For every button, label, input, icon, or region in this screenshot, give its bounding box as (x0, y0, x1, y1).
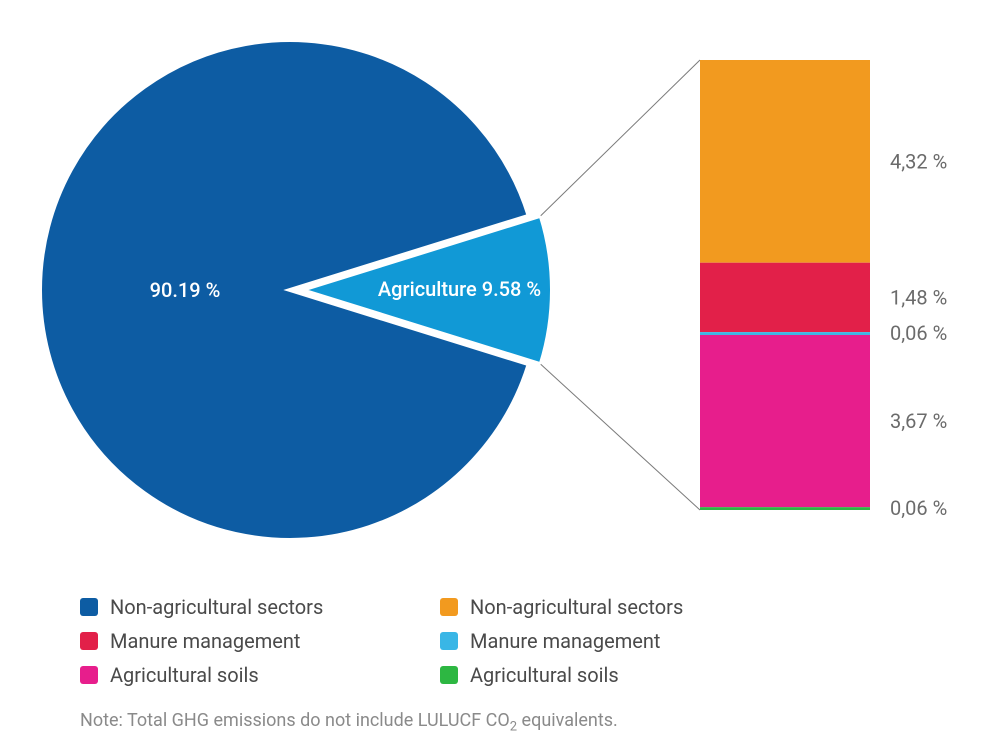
bar-segment-rice-cultivation (700, 332, 870, 335)
chart-container: 90.19 % Agriculture 9.58 % 4,32 % 1,48 % 0,0… (0, 0, 1000, 750)
bar-label-manure-management: 1,48 % (890, 285, 947, 309)
legend-swatch (80, 666, 98, 684)
footnote-suffix: equivalents. (517, 710, 618, 731)
pie-label-non-agricultural: 90.19 % (150, 278, 221, 302)
legend-text: Agricultural soils (110, 663, 259, 687)
pie-label-agriculture: Agriculture 9.58 % (378, 277, 541, 301)
legend-item: Non-agricultural sectors (80, 595, 440, 619)
footnote-prefix: Note: Total GHG emissions do not include… (80, 710, 510, 731)
legend-item: Agricultural soils (440, 663, 800, 687)
bar-label-field-burning: 0,06 % (890, 496, 947, 520)
bar-segment-enteric-fermentation (700, 60, 870, 263)
connector-top (541, 60, 700, 216)
legend-swatch (440, 632, 458, 650)
legend-item: Manure management (440, 629, 800, 653)
legend-text: Manure management (110, 629, 300, 653)
legend-item: Non-agricultural sectors (440, 595, 800, 619)
legend-text: Non-agricultural sectors (470, 595, 683, 619)
chart-svg: 90.19 % Agriculture 9.58 % 4,32 % 1,48 % 0,0… (0, 0, 1000, 580)
legend-column-1: Non-agricultural sectors Manure managemen… (440, 595, 800, 687)
bar-segment-field-burning (700, 507, 870, 510)
legend-text: Non-agricultural sectors (110, 595, 323, 619)
bar-label-agricultural-soils: 3,67 % (890, 409, 947, 433)
connector-bottom (541, 364, 700, 510)
legend-text: Manure management (470, 629, 660, 653)
legend-item: Agricultural soils (80, 663, 440, 687)
legend-swatch (80, 598, 98, 616)
legend-item: Manure management (80, 629, 440, 653)
bar-segment-agricultural-soils (700, 335, 870, 507)
legend-swatch (440, 666, 458, 684)
legend-text: Agricultural soils (470, 663, 619, 687)
bar-label-rice-cultivation: 0,06 % (890, 321, 947, 345)
footnote: Note: Total GHG emissions do not include… (80, 710, 618, 735)
legend: Non-agricultural sectors Manure managemen… (80, 595, 800, 687)
legend-column-0: Non-agricultural sectors Manure managemen… (80, 595, 440, 687)
footnote-sub: 2 (510, 720, 517, 735)
legend-swatch (80, 632, 98, 650)
bar-label-enteric-fermentation: 4,32 % (890, 149, 947, 173)
bar-segment-manure-management (700, 263, 870, 332)
legend-swatch (440, 598, 458, 616)
